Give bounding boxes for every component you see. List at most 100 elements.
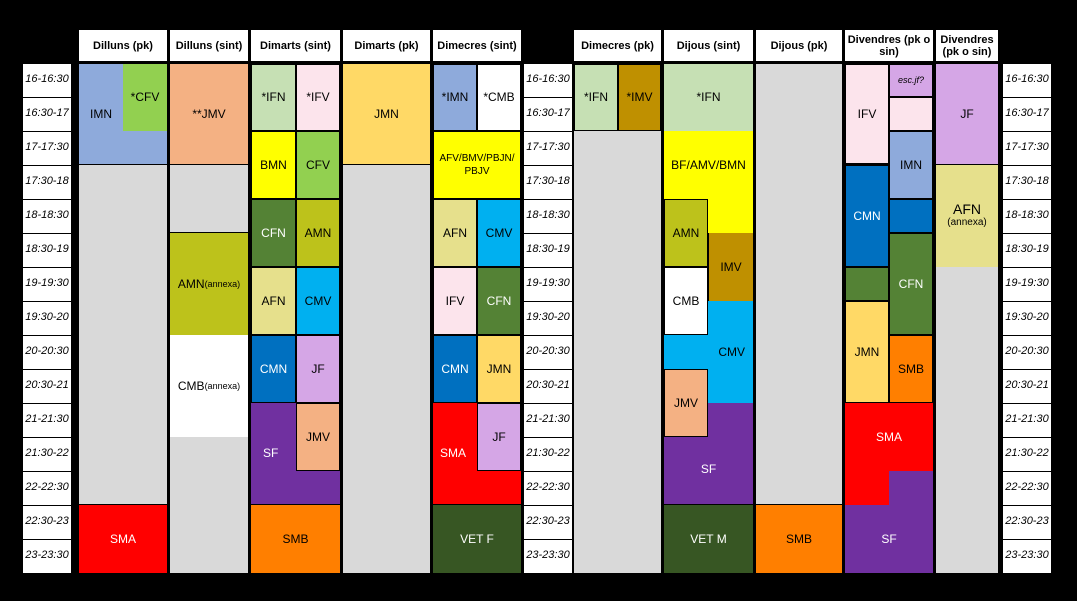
class-ifv-tue[interactable]: *IFV — [296, 64, 340, 131]
class-escjf-fri[interactable]: esc.jf? — [889, 64, 933, 97]
class-ifn-wed-pk[interactable]: *IFN — [574, 64, 618, 131]
header-dimecres-sint: Dimecres (sint) — [433, 30, 521, 61]
class-amn-thu[interactable]: AMN — [664, 199, 708, 267]
time-label: 21:30-22 — [526, 447, 570, 459]
time-label: 22:30-23 — [526, 515, 570, 527]
class-jmv-mon[interactable]: **JMV — [170, 64, 248, 164]
class-jmn-tue-pk[interactable]: JMN — [343, 64, 430, 164]
header-dilluns-sint: Dilluns (sint) — [170, 30, 248, 61]
time-label: 18-18:30 — [526, 209, 570, 221]
time-column-left — [23, 64, 71, 573]
class-jf-wed[interactable]: JF — [477, 403, 521, 471]
time-divider — [23, 301, 71, 302]
class-imn-fri[interactable]: IMN — [889, 131, 933, 199]
class-amn-mon-label: AMN — [177, 276, 205, 291]
class-ifn-tue[interactable]: *IFN — [251, 64, 296, 131]
time-divider — [23, 131, 71, 132]
class-jmv-thu-overlay: JMV — [664, 369, 708, 437]
time-label: 23-23:30 — [526, 549, 570, 561]
class-cmv-wed[interactable]: CMV — [477, 199, 521, 267]
time-label: 20-20:30 — [526, 345, 570, 357]
time-label: 19-19:30 — [25, 277, 69, 289]
class-sma-fri[interactable]: SMA — [845, 403, 933, 471]
time-divider — [1003, 199, 1051, 200]
time-label: 19-19:30 — [1005, 277, 1049, 289]
class-cmn-tue[interactable]: CMN — [251, 335, 296, 403]
class-afn-fri2[interactable]: AFN (annexa) — [936, 165, 998, 267]
class-cmb-wed[interactable]: *CMB — [477, 64, 521, 131]
time-divider — [1003, 539, 1051, 540]
class-amn-mon[interactable]: AMN (annexa) — [170, 233, 248, 335]
class-vetm-thu[interactable]: VET M — [664, 505, 753, 573]
free-slot-fri-2 — [936, 267, 998, 573]
class-jmn-wed[interactable]: JMN — [477, 335, 521, 403]
time-label: 22-22:30 — [526, 481, 570, 493]
class-amn-mon-note: (annexa) — [204, 278, 241, 289]
class-jf-fri2[interactable]: JF — [936, 64, 998, 164]
class-cmn-wed[interactable]: CMN — [433, 335, 477, 403]
class-cfn-tue[interactable]: CFN — [251, 199, 296, 267]
class-imn-wed[interactable]: *IMN — [433, 64, 477, 131]
time-divider — [524, 233, 572, 234]
class-jmn-fri[interactable]: JMN — [845, 301, 889, 403]
time-divider — [1003, 131, 1051, 132]
class-afn-fri2-label: AFN — [953, 201, 981, 217]
time-label: 17:30-18 — [526, 175, 570, 187]
time-divider — [524, 131, 572, 132]
time-divider — [524, 403, 572, 404]
class-sf-fri[interactable]: SF — [845, 505, 933, 573]
class-cfv-mon[interactable]: *CFV — [123, 64, 167, 131]
time-label: 19:30-20 — [1005, 311, 1049, 323]
class-afn-wed[interactable]: AFN — [433, 199, 477, 267]
class-jf-tue[interactable]: JF — [296, 335, 340, 403]
time-label: 16-16:30 — [25, 73, 69, 85]
free-slot-mon-sint-2 — [170, 437, 248, 573]
time-divider — [524, 335, 572, 336]
time-label: 18:30-19 — [25, 243, 69, 255]
free-slot-tue-pk — [343, 165, 430, 573]
class-ifv-wed[interactable]: IFV — [433, 267, 477, 335]
class-smb-fri[interactable]: SMB — [889, 335, 933, 403]
class-cfv-tue[interactable]: CFV — [296, 131, 340, 199]
time-label: 21:30-22 — [1005, 447, 1049, 459]
time-label: 21-21:30 — [25, 413, 69, 425]
class-mix-thu[interactable]: BF/AMV/BMN — [664, 131, 753, 233]
class-smb-tue[interactable]: SMB — [251, 505, 340, 573]
class-imn-mon[interactable]: IMN — [79, 64, 123, 164]
class-sma-mon[interactable]: SMA — [79, 505, 167, 573]
time-label: 16:30-17 — [25, 107, 69, 119]
class-afn-tue[interactable]: AFN — [251, 267, 296, 335]
class-ifv-fri[interactable]: IFV — [845, 64, 889, 164]
header-divendres-2: Divendres (pk o sin) — [936, 30, 998, 61]
class-vetf-wed[interactable]: VET F — [433, 505, 521, 573]
time-label: 16:30-17 — [526, 107, 570, 119]
class-cmn-fri[interactable]: CMN — [845, 165, 889, 267]
time-label: 21:30-22 — [25, 447, 69, 459]
class-smb-thu-pk[interactable]: SMB — [756, 505, 842, 573]
time-divider — [1003, 437, 1051, 438]
class-imv-thu[interactable]: IMV — [709, 233, 753, 301]
class-cmb-thu-label: CMB — [672, 293, 700, 308]
class-amn-tue[interactable]: AMN — [296, 199, 340, 267]
time-divider — [524, 199, 572, 200]
time-label: 17:30-18 — [25, 175, 69, 187]
time-label: 19-19:30 — [526, 277, 570, 289]
time-label: 16:30-17 — [1005, 107, 1049, 119]
class-jmv-tue[interactable]: JMV — [296, 403, 340, 471]
class-cfn-fri[interactable]: CFN — [889, 233, 933, 335]
class-bmn-tue[interactable]: BMN — [251, 131, 296, 199]
class-cfn-wed[interactable]: CFN — [477, 267, 521, 335]
time-label: 16-16:30 — [526, 73, 570, 85]
class-mix-wed[interactable]: AFV/BMV/PBJN/ PBJV — [433, 131, 521, 199]
class-cmb-mon-label: CMB — [177, 378, 205, 393]
class-ifn-thu[interactable]: *IFN — [664, 64, 753, 131]
class-imv-wed-pk[interactable]: *IMV — [618, 64, 661, 131]
time-divider — [524, 369, 572, 370]
time-divider — [1003, 97, 1051, 98]
class-cmb-mon[interactable]: CMB (annexa) — [170, 335, 248, 437]
time-divider — [23, 539, 71, 540]
free-slot-thu-pk — [756, 64, 842, 504]
header-dijous-sint: Dijous (sint) — [664, 30, 753, 61]
time-label: 21-21:30 — [526, 413, 570, 425]
class-cmv-tue[interactable]: CMV — [296, 267, 340, 335]
